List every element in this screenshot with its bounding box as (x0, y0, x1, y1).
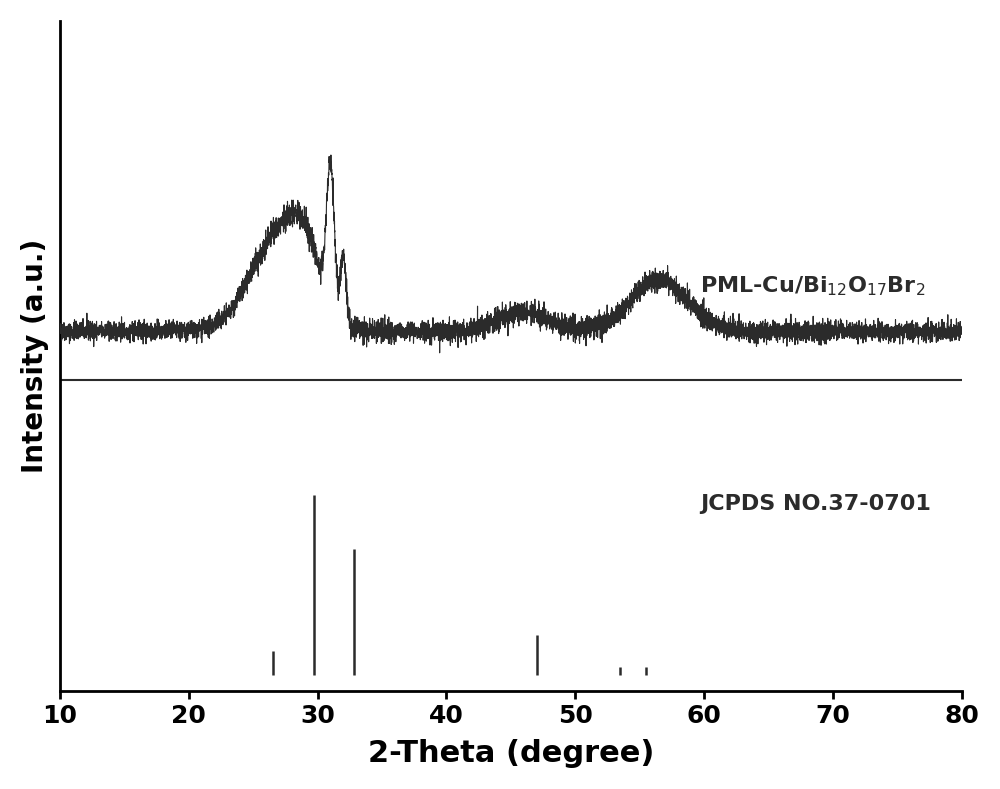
Y-axis label: Intensity (a.u.): Intensity (a.u.) (21, 239, 49, 473)
Text: PML-Cu/Bi$_{12}$O$_{17}$Br$_2$: PML-Cu/Bi$_{12}$O$_{17}$Br$_2$ (700, 275, 926, 297)
Text: JCPDS NO.37-0701: JCPDS NO.37-0701 (700, 494, 931, 514)
X-axis label: 2-Theta (degree): 2-Theta (degree) (368, 739, 654, 768)
